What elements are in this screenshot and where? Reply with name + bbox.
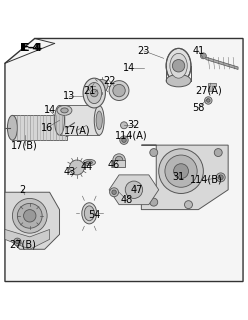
Circle shape [14, 238, 21, 245]
Text: 47: 47 [130, 185, 143, 195]
Ellipse shape [96, 111, 102, 130]
Text: 16: 16 [41, 123, 53, 133]
Circle shape [112, 190, 116, 195]
Ellipse shape [83, 78, 105, 108]
Polygon shape [141, 145, 228, 210]
Circle shape [17, 204, 42, 228]
Circle shape [150, 198, 158, 206]
Text: 114(B): 114(B) [189, 175, 222, 185]
Polygon shape [208, 83, 216, 91]
Circle shape [165, 155, 197, 187]
Polygon shape [5, 38, 243, 282]
Circle shape [185, 201, 192, 209]
Ellipse shape [113, 154, 125, 166]
Text: 27(A): 27(A) [195, 85, 222, 96]
Ellipse shape [63, 119, 71, 136]
Circle shape [159, 149, 203, 194]
Ellipse shape [166, 48, 191, 83]
Text: 14: 14 [123, 63, 135, 73]
Text: E-4: E-4 [20, 44, 40, 53]
Text: 46: 46 [108, 160, 120, 170]
Text: 43: 43 [63, 167, 76, 177]
Polygon shape [109, 175, 159, 205]
Ellipse shape [170, 53, 187, 78]
Text: 54: 54 [88, 210, 100, 220]
Text: 48: 48 [120, 195, 133, 205]
Bar [60, 106, 99, 135]
Circle shape [12, 198, 47, 233]
Circle shape [216, 173, 225, 182]
Circle shape [205, 97, 212, 104]
Circle shape [95, 79, 108, 92]
Text: 2: 2 [19, 185, 26, 195]
Circle shape [69, 160, 84, 175]
Circle shape [174, 164, 188, 179]
Ellipse shape [86, 161, 92, 164]
Ellipse shape [84, 206, 94, 221]
Ellipse shape [61, 108, 68, 113]
Circle shape [214, 148, 222, 156]
Ellipse shape [94, 105, 104, 135]
Circle shape [24, 210, 36, 222]
Ellipse shape [115, 156, 123, 164]
Circle shape [121, 122, 127, 129]
Circle shape [110, 188, 119, 197]
Text: 27(B): 27(B) [9, 239, 36, 249]
Ellipse shape [113, 84, 125, 97]
Text: 41: 41 [192, 46, 205, 56]
Circle shape [200, 53, 206, 59]
Ellipse shape [87, 83, 102, 104]
Ellipse shape [57, 105, 72, 116]
Bar [12, 116, 67, 140]
Text: 58: 58 [192, 103, 205, 113]
Polygon shape [5, 229, 50, 249]
Text: 32: 32 [128, 120, 140, 130]
Ellipse shape [55, 105, 64, 135]
Ellipse shape [83, 159, 95, 165]
Text: E-4: E-4 [22, 44, 42, 53]
Text: 17(B): 17(B) [11, 140, 38, 150]
Polygon shape [206, 57, 238, 69]
Circle shape [91, 89, 98, 97]
Ellipse shape [109, 81, 129, 100]
Circle shape [218, 175, 223, 180]
Text: 17(A): 17(A) [63, 125, 90, 135]
Ellipse shape [82, 203, 97, 224]
Text: 23: 23 [138, 46, 150, 56]
Circle shape [150, 148, 158, 156]
Circle shape [122, 138, 126, 142]
Text: 21: 21 [83, 85, 95, 96]
Polygon shape [5, 192, 60, 249]
Ellipse shape [166, 75, 191, 87]
Text: 31: 31 [172, 172, 185, 182]
Text: 44: 44 [81, 163, 93, 172]
Text: 114(A): 114(A) [115, 130, 148, 140]
Circle shape [16, 240, 19, 244]
Text: 22: 22 [103, 76, 115, 86]
Bar [113, 160, 125, 167]
Circle shape [120, 136, 128, 144]
Ellipse shape [7, 115, 17, 140]
Text: 13: 13 [63, 91, 76, 100]
Text: 14: 14 [43, 105, 56, 116]
Circle shape [207, 99, 210, 102]
Circle shape [125, 181, 143, 198]
Circle shape [172, 60, 185, 72]
